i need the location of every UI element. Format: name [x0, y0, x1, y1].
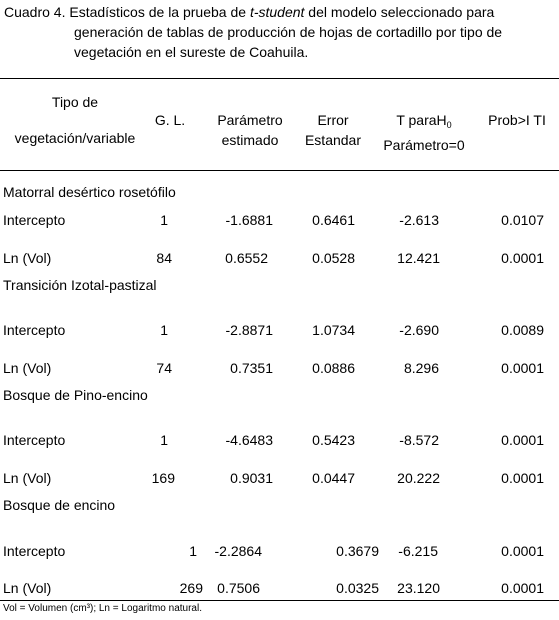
cell-prob: 0.0001 — [501, 543, 544, 559]
caption-suffix: del modelo seleccionado para — [304, 4, 495, 20]
cell-t: -6.215 — [398, 543, 438, 559]
cell-error: 0.0886 — [312, 360, 355, 376]
cell-param: 0.6552 — [225, 250, 268, 266]
cell-gl: 1 — [160, 322, 168, 338]
cell-param: -4.6483 — [225, 432, 273, 448]
cell-error: 1.0734 — [312, 322, 355, 338]
header-tipo-line1: Tipo de — [51, 94, 99, 110]
caption-italic: t-student — [249, 4, 305, 20]
cell-prob: 0.0001 — [501, 360, 544, 376]
cell-error: 0.5423 — [312, 432, 355, 448]
cell-t: 8.296 — [403, 360, 439, 376]
cell-variable: Intercepto — [3, 543, 66, 559]
cell-error: 0.0447 — [312, 470, 355, 486]
cell-param: -2.2864 — [214, 543, 262, 559]
header-tipo: Tipo de vegetación/variable — [0, 92, 150, 148]
cell-error: 0.0528 — [312, 250, 355, 266]
cell-prob: 0.0001 — [501, 250, 544, 266]
cell-prob: 0.0089 — [501, 322, 544, 338]
header-param-line1: Parámetro — [217, 112, 283, 128]
header-param-line2: estimado — [221, 132, 279, 148]
group-name: Transición Izotal-pastizal — [3, 277, 157, 293]
cell-error: 0.0325 — [336, 580, 379, 596]
group-name: Bosque de Pino-encino — [3, 387, 148, 403]
cell-variable: Intercepto — [3, 322, 66, 338]
cell-gl: 1 — [189, 543, 197, 559]
cell-t: -8.572 — [399, 432, 439, 448]
cell-gl: 84 — [156, 250, 172, 266]
header-t: T paraH0 Parámetro=0 — [370, 110, 478, 155]
top-rule — [0, 78, 559, 79]
cell-param: 0.9031 — [230, 470, 273, 486]
header-parametro: Parámetro estimado — [205, 110, 295, 150]
caption-prefix: Cuadro 4. Estadísticos de la prueba de — [4, 4, 250, 20]
header-tipo-line2: vegetación/variable — [14, 130, 136, 146]
caption-line-3: vegetación en el sureste de Coahuila. — [74, 44, 309, 60]
cell-t: -2.613 — [399, 212, 439, 228]
cell-variable: Ln (Vol) — [3, 250, 52, 266]
cell-prob: 0.0001 — [501, 580, 544, 596]
header-error-line1: Error — [317, 112, 349, 128]
header-t-main: T paraH — [396, 112, 447, 128]
caption-line-2: generación de tablas de producción de ho… — [74, 24, 503, 40]
header-gl: G. L. — [154, 112, 186, 128]
group-name: Matorral desértico rosetófilo — [3, 184, 176, 200]
footnote: Vol = Volumen (cm³); Ln = Logaritmo natu… — [3, 603, 202, 614]
cell-t: 23.120 — [397, 580, 440, 596]
cell-variable: Intercepto — [3, 212, 66, 228]
cell-t: 20.222 — [397, 470, 440, 486]
cell-error: 0.3679 — [336, 543, 379, 559]
cell-gl: 1 — [160, 212, 168, 228]
cell-param: -1.6881 — [225, 212, 273, 228]
cell-variable: Intercepto — [3, 432, 66, 448]
cell-variable: Ln (Vol) — [3, 470, 52, 486]
cell-gl: 74 — [156, 360, 172, 376]
bottom-rule — [0, 600, 559, 601]
header-error: Error Estandar — [293, 110, 373, 150]
cell-param: 0.7506 — [217, 580, 260, 596]
cell-gl: 269 — [179, 580, 203, 596]
header-t-line2: Parámetro=0 — [383, 137, 465, 153]
cell-t: -2.690 — [399, 322, 439, 338]
cell-prob: 0.0001 — [501, 432, 544, 448]
group-name: Bosque de encino — [3, 497, 116, 513]
table-caption: Cuadro 4. Estadísticos de la prueba de t… — [4, 2, 555, 62]
cell-gl: 169 — [151, 470, 175, 486]
cell-param: 0.7351 — [230, 360, 273, 376]
header-rule — [0, 170, 559, 171]
cell-variable: Ln (Vol) — [3, 360, 52, 376]
header-t-sub: 0 — [446, 120, 452, 130]
header-error-line2: Estandar — [304, 132, 362, 148]
cell-error: 0.6461 — [312, 212, 355, 228]
cell-prob: 0.0107 — [501, 212, 544, 228]
cell-variable: Ln (Vol) — [3, 580, 52, 596]
cell-t: 12.421 — [397, 250, 440, 266]
header-prob: Prob>I TI — [488, 112, 546, 128]
cell-prob: 0.0001 — [501, 470, 544, 486]
cell-param: -2.8871 — [225, 322, 273, 338]
cell-gl: 1 — [160, 432, 168, 448]
